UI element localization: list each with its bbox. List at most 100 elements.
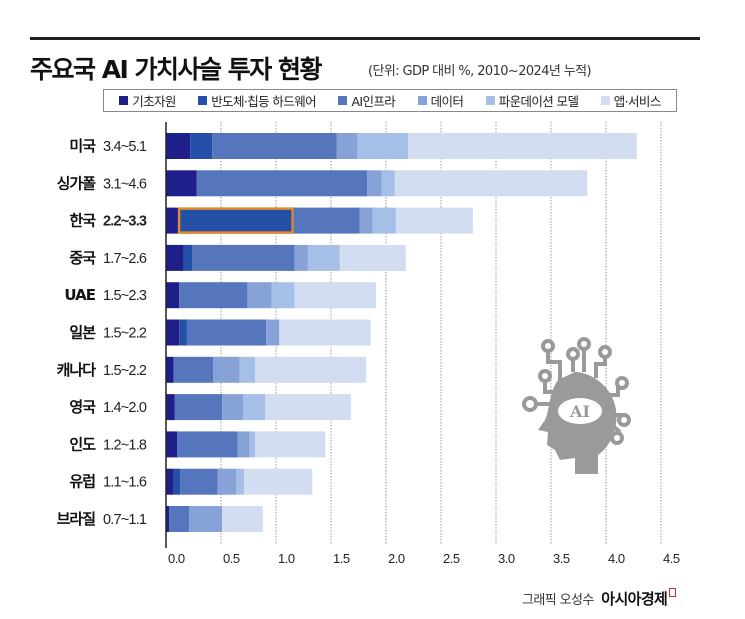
- country-label: 일본: [69, 324, 96, 342]
- country-label: 브라질: [57, 510, 96, 528]
- legend-swatch: [485, 96, 495, 105]
- legend-swatch: [338, 96, 348, 105]
- bar-segment: [166, 394, 175, 421]
- bar-segment: [293, 207, 360, 234]
- bar-segment: [255, 356, 367, 383]
- x-tick-label: 4.0: [608, 551, 625, 566]
- country-label: 싱가폴: [57, 174, 97, 192]
- brand-logo: 아시아경제: [601, 590, 668, 608]
- bar-segment: [239, 356, 256, 383]
- legend-swatch: [417, 96, 427, 105]
- range-label: 3.4~5.1: [103, 139, 147, 155]
- bar-segment: [166, 468, 174, 495]
- legend-item: 반도체·칩등 하드웨어: [198, 91, 317, 110]
- range-label: 1.2~1.8: [103, 437, 147, 453]
- bar-segment: [294, 282, 377, 309]
- bar-segment: [174, 394, 223, 421]
- x-tick-label: 0.5: [223, 551, 240, 566]
- x-tick-label: 2.0: [388, 551, 405, 566]
- bar-segment: [255, 431, 326, 458]
- range-label: 2.2~3.3: [103, 214, 147, 230]
- legend-label: 파운데이션 모델: [498, 94, 579, 109]
- legend-label: 기초자원: [132, 94, 176, 109]
- range-label: 1.7~2.6: [103, 251, 147, 267]
- bar-segment: [213, 356, 240, 383]
- range-label: 1.5~2.3: [103, 288, 147, 304]
- country-label: 캐나다: [57, 361, 97, 379]
- bar-segment: [243, 394, 265, 421]
- country-label: 영국: [69, 398, 96, 416]
- x-tick-label: 1.5: [333, 551, 350, 566]
- bar-segment: [166, 356, 174, 383]
- bar-segment: [179, 319, 187, 346]
- legend-label: 앱·서비스: [613, 94, 662, 109]
- bar-segment: [237, 431, 250, 458]
- bar-segment: [247, 282, 272, 309]
- range-label: 1.1~1.6: [103, 475, 147, 491]
- legend-swatch: [119, 96, 129, 105]
- bar-segment: [339, 244, 406, 271]
- x-tick-label: 1.0: [278, 551, 295, 566]
- range-label: 1.5~2.2: [103, 363, 147, 379]
- legend-item: 파운데이션 모델: [485, 91, 579, 110]
- bar-segment: [186, 319, 267, 346]
- bar-segment: [183, 244, 193, 271]
- country-label: 미국: [69, 137, 96, 155]
- bar-segment: [222, 506, 263, 532]
- bar-segment: [166, 506, 170, 532]
- bar-segment: [178, 207, 294, 234]
- bar-segment: [249, 431, 256, 458]
- svg-text:AI: AI: [569, 402, 590, 421]
- graphic-credit: 그래픽 오성수: [522, 593, 594, 608]
- bar-segment: [294, 244, 308, 271]
- x-tick-label: 3.5: [553, 551, 570, 566]
- bar-segment: [189, 506, 223, 532]
- bar-segment: [236, 468, 245, 495]
- bar-segment: [166, 282, 180, 309]
- page-title: 주요국 AI 가치사슬 투자 현황: [30, 55, 322, 84]
- bar-segment: [173, 356, 214, 383]
- bar-segment: [196, 170, 368, 197]
- bar-segment: [166, 319, 180, 346]
- bar-segment: [395, 207, 473, 234]
- bar-segment: [244, 468, 313, 495]
- bar-segment: [394, 170, 588, 197]
- country-label: 유럽: [69, 473, 95, 491]
- footer: 그래픽 오성수 아시아경제: [522, 588, 677, 609]
- legend-item: 앱·서비스: [600, 91, 662, 110]
- bar-segment: [357, 133, 408, 159]
- bar-segment: [166, 207, 179, 234]
- ai-head-icon: AI: [522, 337, 631, 474]
- legend-label: AI인프라: [351, 94, 396, 109]
- title-rule: [30, 37, 700, 40]
- brand-mark-icon: [669, 588, 677, 597]
- bar-segment: [279, 319, 371, 346]
- country-label: 중국: [69, 249, 96, 267]
- bar-segment: [166, 170, 197, 197]
- unit-subtitle: (단위: GDP 대비 %, 2010~2024년 누적): [368, 64, 592, 79]
- bar-segment: [266, 319, 280, 346]
- x-tick-label: 4.5: [663, 551, 680, 566]
- legend-swatch: [600, 96, 610, 105]
- bar-segment: [217, 468, 237, 495]
- legend-swatch: [198, 96, 208, 105]
- bar-segment: [367, 170, 382, 197]
- legend-label: 반도체·칩등 하드웨어: [211, 94, 317, 109]
- highlight-box: [177, 207, 294, 234]
- bar-segment: [381, 170, 395, 197]
- range-label: 1.4~2.0: [103, 400, 147, 416]
- country-label: 인도: [69, 435, 96, 453]
- bar-segment: [190, 133, 213, 159]
- legend-item: 데이터: [417, 91, 464, 110]
- range-label: 1.5~2.2: [103, 326, 147, 342]
- bar-segment: [271, 282, 295, 309]
- x-tick-label: 0.0: [168, 551, 185, 566]
- legend-item: 기초자원: [119, 91, 176, 110]
- bar-segment: [372, 207, 396, 234]
- bar-segment: [179, 282, 248, 309]
- bar-segment: [169, 506, 190, 532]
- bar-segment: [177, 431, 238, 458]
- bar-segment: [173, 468, 181, 495]
- x-tick-label: 2.5: [443, 551, 460, 566]
